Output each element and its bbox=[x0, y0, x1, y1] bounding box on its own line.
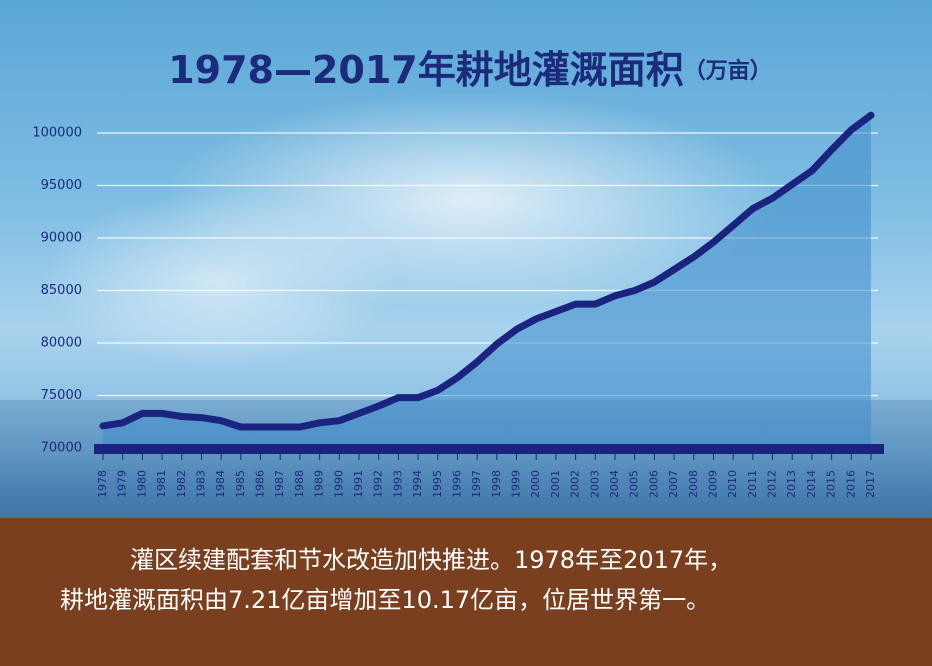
x-tick-label: 2009 bbox=[706, 470, 719, 498]
chart: 1978—2017年耕地灌溉面积（万亩） 70000 75000 80000 8500… bbox=[32, 48, 884, 498]
x-tick-label: 1990 bbox=[332, 470, 345, 498]
x-tick-label: 1981 bbox=[155, 470, 168, 498]
x-tick-label: 2006 bbox=[647, 470, 660, 498]
x-tick-label: 1997 bbox=[470, 470, 483, 498]
x-tick-label: 1989 bbox=[313, 470, 326, 498]
y-tick-label: 90000 bbox=[41, 231, 82, 246]
x-tick-label: 2010 bbox=[726, 470, 739, 498]
y-tick-label: 95000 bbox=[41, 178, 82, 193]
x-tick-label: 1991 bbox=[352, 470, 365, 498]
x-tick-label: 2003 bbox=[588, 470, 601, 498]
x-tick-label: 1984 bbox=[214, 470, 227, 498]
line bbox=[99, 111, 875, 431]
x-tick-label: 2016 bbox=[844, 470, 857, 498]
x-tick-label: 2012 bbox=[766, 470, 779, 498]
x-tick-label: 1994 bbox=[411, 470, 424, 498]
x-tick-label: 2011 bbox=[746, 470, 759, 498]
x-tick-label: 2013 bbox=[785, 470, 798, 498]
y-tick-label: 85000 bbox=[41, 283, 82, 298]
x-tick-label: 1982 bbox=[175, 470, 188, 498]
x-tick-label: 1993 bbox=[391, 470, 404, 498]
x-tick-label: 2004 bbox=[608, 470, 621, 498]
area bbox=[103, 115, 871, 448]
y-tick-label: 80000 bbox=[41, 336, 82, 351]
x-tick-label: 1987 bbox=[273, 470, 286, 498]
y-tick-label: 70000 bbox=[41, 441, 82, 456]
x-tick-label: 2014 bbox=[805, 470, 818, 498]
chart-title: 1978—2017年耕地灌溉面积（万亩） bbox=[168, 48, 772, 92]
x-tick-label: 1998 bbox=[490, 470, 503, 498]
x-tick-label: 2002 bbox=[569, 470, 582, 498]
caption-line: 耕地灌溉面积由7.21亿亩增加至10.17亿亩，位居世界第一。 bbox=[60, 586, 711, 614]
x-tick-label: 1980 bbox=[135, 470, 148, 498]
x-tick-label: 2005 bbox=[628, 470, 641, 498]
x-tick-label: 1996 bbox=[450, 470, 463, 498]
x-tick-label: 2008 bbox=[687, 470, 700, 498]
x-tick-label: 1978 bbox=[96, 470, 109, 498]
x-tick-label: 1992 bbox=[372, 470, 385, 498]
x-tick-label: 1979 bbox=[116, 470, 129, 498]
title-unit: （万亩） bbox=[684, 58, 772, 84]
y-tick-label: 100000 bbox=[32, 126, 82, 141]
x-tick-label: 1995 bbox=[431, 470, 444, 498]
x-tick-label: 1985 bbox=[234, 470, 247, 498]
caption-panel: 灌区续建配套和节水改造加快推进。1978年至2017年， 耕地灌溉面积由7.21… bbox=[0, 518, 932, 666]
x-tick-label: 2017 bbox=[864, 470, 877, 498]
cloud bbox=[40, 190, 400, 370]
x-tick-label: 2007 bbox=[667, 470, 680, 498]
x-tick-label: 2001 bbox=[549, 470, 562, 498]
title-main: 1978—2017年耕地灌溉面积 bbox=[168, 48, 684, 92]
y-tick-label: 75000 bbox=[41, 388, 82, 403]
x-axis-band bbox=[94, 444, 884, 454]
caption-line: 灌区续建配套和节水改造加快推进。1978年至2017年， bbox=[130, 546, 733, 574]
x-tick-label: 2015 bbox=[825, 470, 838, 498]
x-tick-label: 1983 bbox=[194, 470, 207, 498]
x-tick-label: 1988 bbox=[293, 470, 306, 498]
x-tick-label: 2000 bbox=[529, 470, 542, 498]
x-tick-label: 1986 bbox=[254, 470, 267, 498]
x-tick-label: 1999 bbox=[510, 470, 523, 498]
